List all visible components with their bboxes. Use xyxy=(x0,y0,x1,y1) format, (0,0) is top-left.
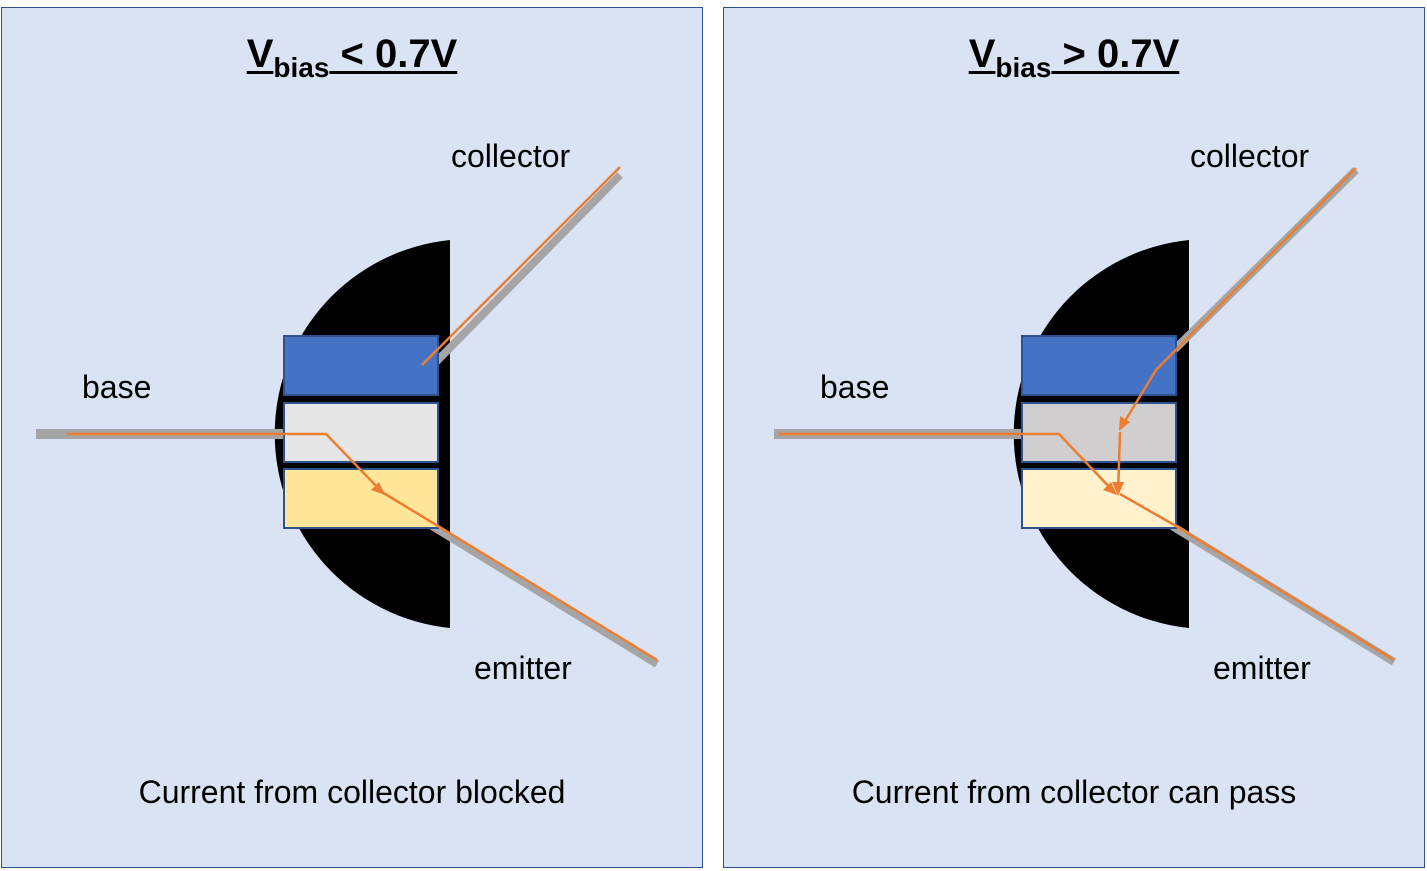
base-label: base xyxy=(820,369,890,405)
transistor-diagram-right xyxy=(774,167,1397,666)
collector-label: collector xyxy=(1190,138,1310,174)
current-arrow-head xyxy=(1103,482,1117,495)
collector-current-path xyxy=(421,166,621,366)
current-arrow-head xyxy=(371,482,385,495)
emitter-lead xyxy=(1169,522,1397,666)
emitter-layer xyxy=(1021,468,1177,529)
emitter-label: emitter xyxy=(1213,650,1311,686)
collector-label: collector xyxy=(451,138,571,174)
collector-layer xyxy=(1021,335,1177,396)
panel-title: Vbias < 0.7V xyxy=(246,32,458,83)
current-arrow-head xyxy=(1112,482,1124,496)
panel-caption: Current from collector can pass xyxy=(851,774,1297,810)
collector-lead xyxy=(429,172,623,369)
base-current-path xyxy=(779,432,1115,493)
base-label: base xyxy=(82,369,152,405)
panel-caption: Current from collector blocked xyxy=(138,774,566,810)
emitter-lead xyxy=(429,522,660,668)
collector-current-path xyxy=(1120,167,1357,427)
current-arrow-head xyxy=(1119,416,1130,431)
panel-below-threshold: Vbias < 0.7V collector base emitter Curr… xyxy=(1,7,703,868)
base-current-path xyxy=(67,432,383,493)
emitter-current-path xyxy=(1119,492,1395,662)
panel-above-threshold: Vbias > 0.7V collector base emitter Curr… xyxy=(723,7,1425,868)
emitter-layer xyxy=(283,468,439,529)
emitter-current-path xyxy=(381,490,658,662)
panel-title: Vbias > 0.7V xyxy=(968,32,1180,83)
base-layer xyxy=(283,402,439,463)
emitter-label: emitter xyxy=(474,650,572,686)
base-layer xyxy=(1021,402,1177,463)
transistor-diagram-left xyxy=(36,166,660,668)
collector-layer xyxy=(283,335,439,396)
